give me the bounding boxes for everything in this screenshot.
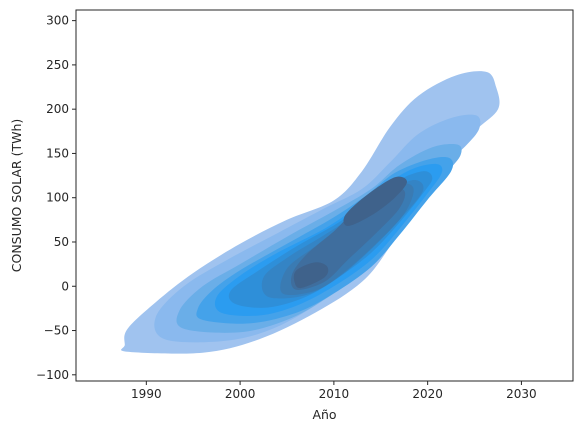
- y-tick-label: −100: [36, 368, 69, 382]
- y-tick-label: 0: [61, 279, 69, 293]
- x-axis-title: Año: [312, 407, 336, 422]
- x-tick-label: 2000: [225, 387, 256, 401]
- y-tick-label: 250: [46, 58, 69, 72]
- y-tick-label: 50: [54, 235, 69, 249]
- y-tick-label: 150: [46, 146, 69, 160]
- y-tick-label: 100: [46, 191, 69, 205]
- density-level-11: [343, 176, 407, 226]
- x-tick-label: 2010: [319, 387, 350, 401]
- y-axis: −100 −50 0 50 100 150 200 250 300: [36, 14, 76, 382]
- y-tick-label: 300: [46, 14, 69, 28]
- plot-frame: [75, 9, 574, 382]
- y-tick-label: −50: [44, 324, 69, 338]
- density-level-10: [293, 262, 329, 289]
- x-tick-label: 1990: [131, 387, 162, 401]
- x-tick-label: 2030: [506, 387, 537, 401]
- y-axis-title: CONSUMO SOLAR (TWh): [9, 119, 24, 273]
- density-contours: [120, 71, 500, 354]
- x-tick-label: 2020: [412, 387, 443, 401]
- x-axis: 1990 2000 2010 2020 2030: [131, 381, 537, 401]
- y-tick-label: 200: [46, 102, 69, 116]
